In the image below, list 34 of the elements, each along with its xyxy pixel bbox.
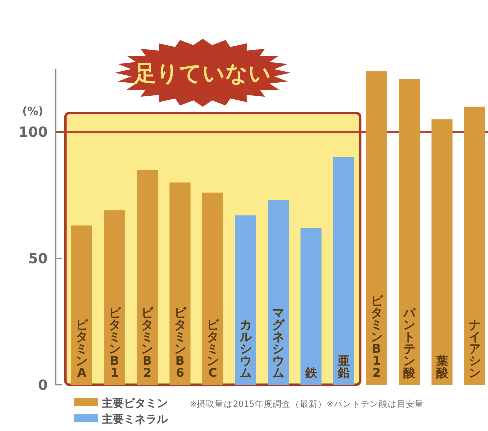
- y-tick-label: 50: [28, 252, 48, 268]
- bar: [334, 157, 354, 385]
- x-tick-label: 葉酸: [435, 354, 450, 380]
- x-tick-label: ビタミンB2: [142, 306, 154, 380]
- x-tick-label: マグネシウム: [272, 306, 286, 380]
- x-tick-label: カルシウム: [238, 318, 253, 380]
- legend-label: 主要ビタミン: [101, 397, 168, 410]
- bar: [464, 106, 486, 385]
- bar: [399, 79, 420, 385]
- bar: [104, 210, 126, 385]
- band-label: 足りていない: [134, 62, 272, 87]
- x-tick-label: ビタミンB1: [108, 306, 122, 380]
- x-tick-label: 亜鉛: [337, 354, 350, 380]
- y-tick-label: 0: [38, 378, 48, 394]
- bar: [170, 182, 191, 385]
- x-tick-label: ビタミンB6: [174, 306, 188, 380]
- legend-label: 主要ミネラル: [101, 413, 169, 426]
- y-axis-title: (%): [22, 105, 44, 118]
- x-tick-label: ナイアシン: [469, 318, 481, 380]
- x-tick-label: ビタミンB12: [370, 294, 384, 380]
- bar: [202, 192, 224, 385]
- bar: [137, 170, 158, 385]
- x-tick-label: ビタミンA: [76, 318, 89, 380]
- x-tick-label: 鉄: [304, 366, 318, 380]
- x-tick-label: ビタミンC: [207, 318, 220, 380]
- bar: [268, 200, 289, 385]
- bar: [300, 228, 322, 385]
- bar: [235, 216, 256, 385]
- y-tick-label: 100: [18, 125, 48, 142]
- text: ※摂取量は2015年度調査（最新）※パントテン酸は目安量: [190, 399, 424, 410]
- x-tick-label: パントテン酸: [402, 306, 416, 380]
- bar: [72, 226, 92, 385]
- bar: [432, 120, 453, 385]
- bar: [366, 72, 388, 385]
